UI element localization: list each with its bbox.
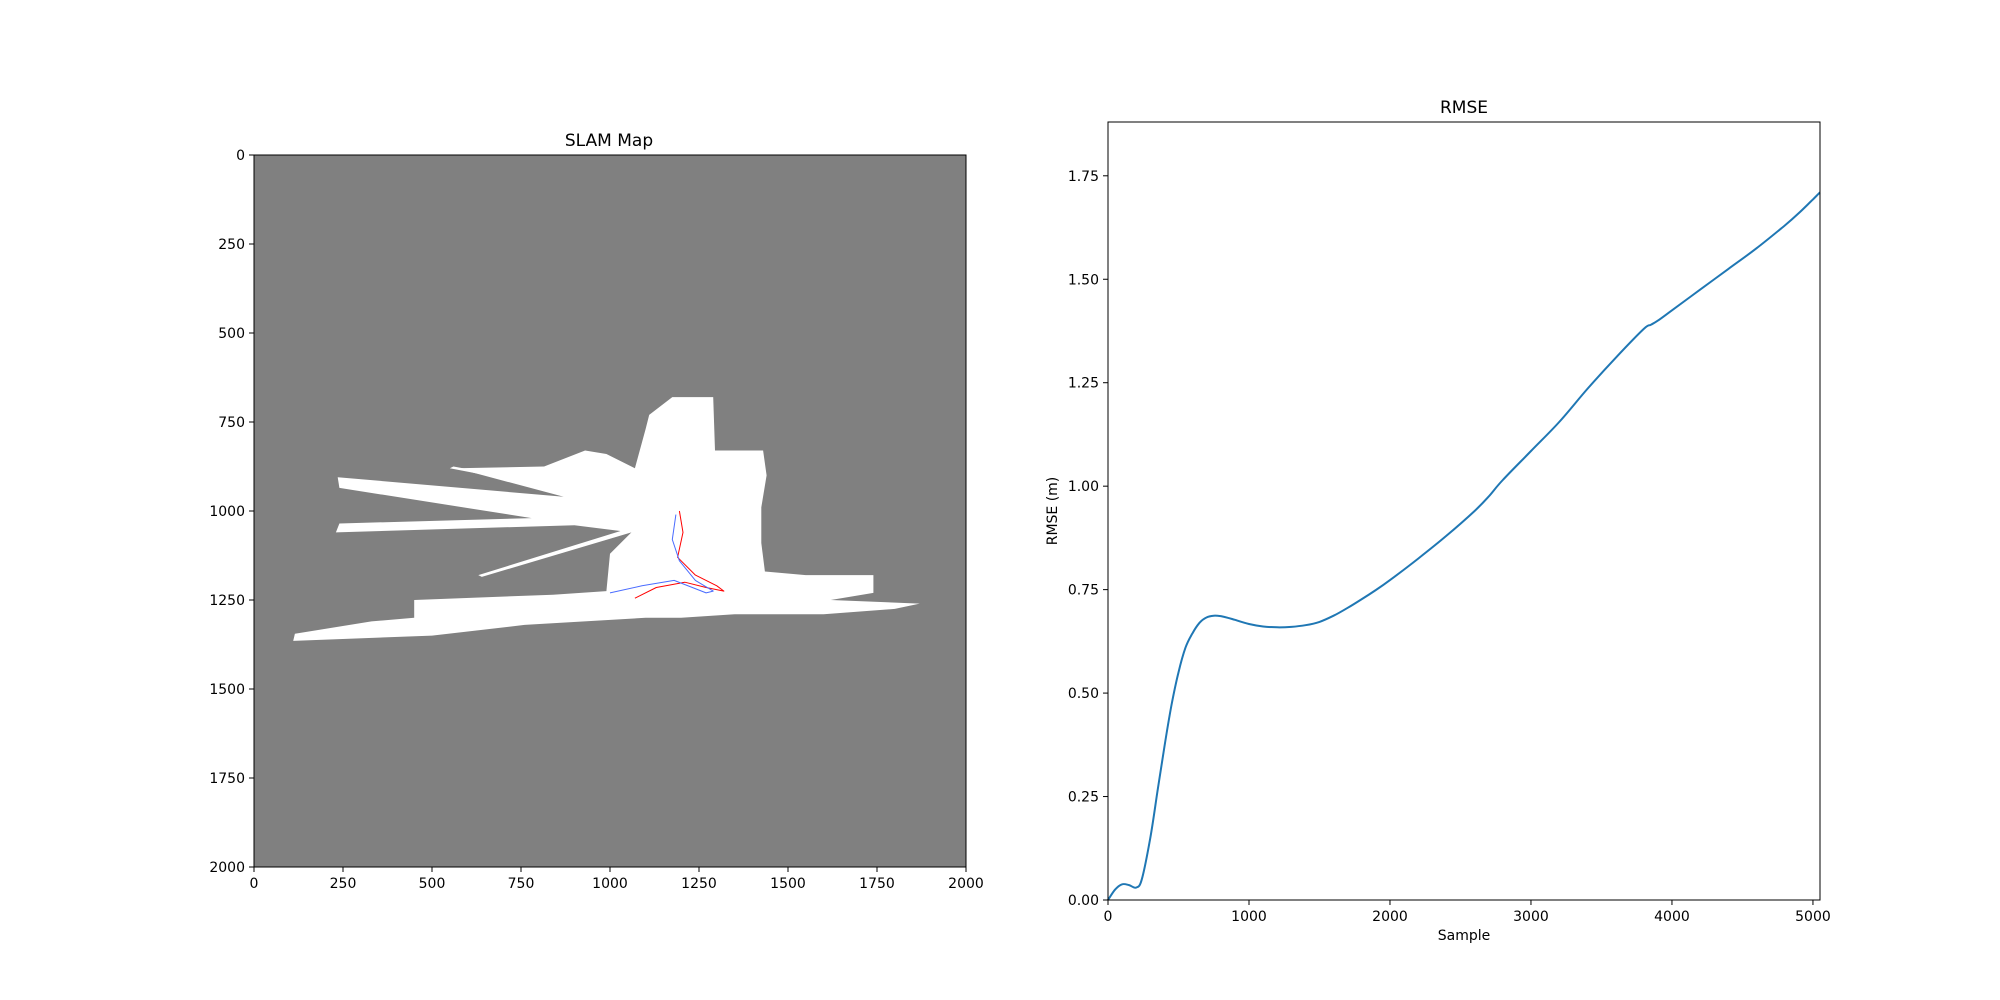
slam-map-x-axis: 0 250 500 750 1000 1250 1500 1750 2000 — [250, 867, 984, 892]
rmse-x-axis: 0 1000 2000 3000 4000 5000 — [1104, 900, 1831, 925]
rmse-line-0 — [1107, 191, 1821, 901]
rmse-series — [1107, 191, 1821, 901]
trajectory-line-1 — [609, 514, 714, 594]
map-y-tick-label: 1250 — [209, 593, 245, 609]
map-y-tick-label: 2000 — [209, 860, 245, 876]
map-y-tick-label: 250 — [218, 237, 245, 253]
rmse-x-tick-label: 3000 — [1513, 909, 1549, 925]
map-region-ray-1 — [478, 528, 632, 577]
map-y-tick-label: 0 — [236, 148, 245, 164]
rmse-title: RMSE — [1440, 98, 1488, 118]
map-x-tick-label: 500 — [419, 876, 446, 892]
rmse-x-tick-label: 2000 — [1372, 909, 1408, 925]
map-region-ray-2 — [449, 466, 621, 501]
rmse-x-tick-label: 4000 — [1654, 909, 1690, 925]
rmse-x-tick-label: 5000 — [1795, 909, 1831, 925]
map-y-tick-label: 750 — [218, 415, 245, 431]
slam-map-panel: SLAM Map 0 250 500 750 1000 1250 1500 1750 2000 … — [209, 131, 983, 892]
map-y-tick-label: 500 — [218, 326, 245, 342]
map-x-tick-label: 1500 — [770, 876, 806, 892]
rmse-y-tick-label: 0.25 — [1068, 790, 1099, 806]
rmse-x-tick-label: 0 — [1104, 909, 1113, 925]
slam-map-y-axis: 0 250 500 750 1000 1250 1500 1750 2000 — [209, 148, 254, 876]
map-region-free_space-0 — [293, 397, 920, 641]
rmse-y-tick-label: 1.75 — [1068, 169, 1099, 185]
rmse-y-tick-label: 1.50 — [1068, 272, 1099, 288]
rmse-y-axis: 0.00 0.25 0.50 0.75 1.00 1.25 1.50 1.75 — [1068, 169, 1108, 909]
slam-map-trajectories — [609, 510, 725, 599]
map-x-tick-label: 250 — [330, 876, 357, 892]
rmse-frame — [1107, 121, 1821, 901]
map-x-tick-label: 0 — [250, 876, 259, 892]
map-y-tick-label: 1750 — [209, 771, 245, 787]
rmse-y-tick-label: 0.75 — [1068, 583, 1099, 599]
map-y-tick-label: 1500 — [209, 682, 245, 698]
rmse-y-tick-label: 1.25 — [1068, 376, 1099, 392]
map-y-tick-label: 1000 — [209, 504, 245, 520]
rmse-y-tick-label: 0.00 — [1068, 893, 1099, 909]
rmse-panel: RMSE 0 1000 2000 3000 4000 5000 0.000.250.500… — [1045, 98, 1831, 944]
map-x-tick-label: 1750 — [859, 876, 895, 892]
trajectory-line-0 — [634, 510, 725, 599]
map-x-tick-label: 750 — [508, 876, 535, 892]
map-x-tick-label: 1250 — [681, 876, 717, 892]
map-x-tick-label: 2000 — [948, 876, 984, 892]
slam-map-title: SLAM Map — [565, 131, 653, 151]
rmse-x-tick-label: 1000 — [1231, 909, 1267, 925]
rmse-ylabel: RMSE (m) — [1045, 477, 1061, 546]
map-x-tick-label: 1000 — [592, 876, 628, 892]
slam-map-free-space — [293, 397, 920, 641]
rmse-y-tick-label: 0.50 — [1068, 686, 1099, 702]
rmse-xlabel: Sample — [1438, 928, 1491, 944]
rmse-y-tick-label: 1.00 — [1068, 479, 1099, 495]
